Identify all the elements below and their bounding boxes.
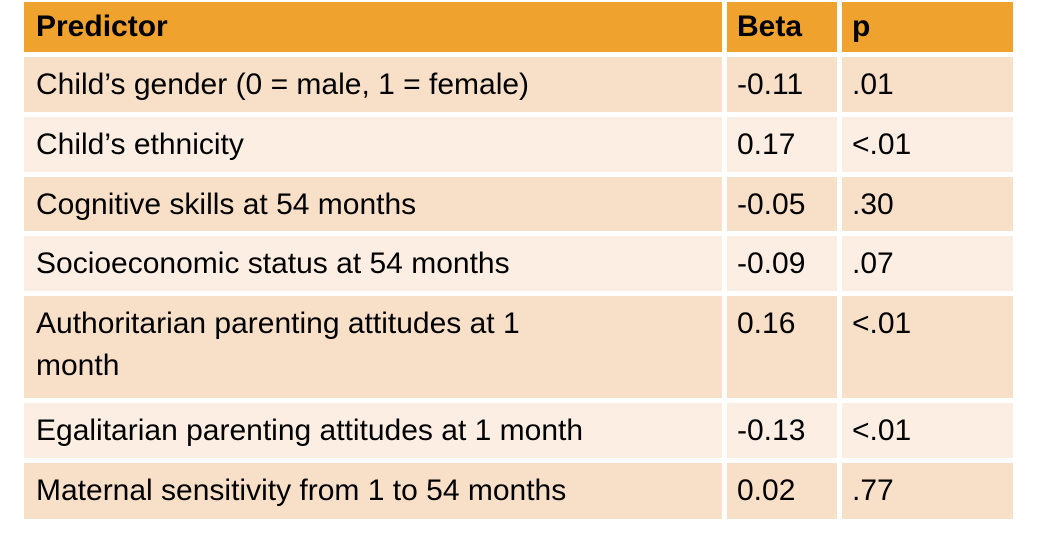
row-1-p-value: <.01 [852,128,912,161]
row-5-predictor-text: Egalitarian parenting attitudes at 1 mon… [36,414,584,447]
row-2-beta-cell: -0.05 [727,177,837,231]
row-1-beta-cell: 0.17 [727,117,837,172]
row-0-predictor-text: Child’s gender (0 = male, 1 = female) [36,68,530,101]
row-6-p-value: .77 [852,474,894,507]
row-6-predictor-cell: Maternal sensitivity from 1 to 54 months [24,463,722,519]
row-3-beta-cell: -0.09 [727,236,837,291]
row-2-beta-value: -0.05 [737,188,806,221]
row-1-predictor-cell: Child’s ethnicity [24,117,722,172]
row-1-p-cell: <.01 [842,117,1013,172]
header-cell-p: p [842,2,1013,52]
row-4-beta-value: 0.16 [737,307,796,340]
row-4-predictor-cell: Authoritarian parenting attitudes at 1 m… [24,296,722,398]
row-4-predictor-text: Authoritarian parenting attitudes at 1 m… [36,307,520,382]
row-3-p-value: .07 [852,247,894,280]
header-predictor-label: Predictor [36,10,168,43]
header-cell-predictor: Predictor [24,2,722,52]
row-3-predictor-text: Socioeconomic status at 54 months [36,247,510,280]
header-beta-label: Beta [737,10,803,43]
row-6-p-cell: .77 [842,463,1013,519]
row-6-predictor-text: Maternal sensitivity from 1 to 54 months [36,474,567,507]
row-4-p-cell: <.01 [842,296,1013,398]
row-5-p-value: <.01 [852,414,912,447]
row-2-predictor-text: Cognitive skills at 54 months [36,188,417,221]
row-5-p-cell: <.01 [842,403,1013,458]
row-5-predictor-cell: Egalitarian parenting attitudes at 1 mon… [24,403,722,458]
row-2-p-value: .30 [852,188,894,221]
row-2-predictor-cell: Cognitive skills at 54 months [24,177,722,231]
row-3-p-cell: .07 [842,236,1013,291]
row-0-beta-value: -0.11 [737,68,804,101]
row-0-predictor-cell: Child’s gender (0 = male, 1 = female) [24,57,722,112]
row-4-beta-cell: 0.16 [727,296,837,398]
row-6-beta-cell: 0.02 [727,463,837,519]
header-p-label: p [852,10,871,43]
row-0-p-cell: .01 [842,57,1013,112]
row-1-beta-value: 0.17 [737,128,796,161]
header-cell-beta: Beta [727,2,837,52]
row-0-beta-cell: -0.11 [727,57,837,112]
row-4-p-value: <.01 [852,307,912,340]
regression-results-table: Predictor Beta p Child’s gender (0 = mal… [24,2,1013,519]
row-5-beta-value: -0.13 [737,414,806,447]
row-1-predictor-text: Child’s ethnicity [36,128,244,161]
row-6-beta-value: 0.02 [737,474,796,507]
row-5-beta-cell: -0.13 [727,403,837,458]
row-2-p-cell: .30 [842,177,1013,231]
row-3-beta-value: -0.09 [737,247,806,280]
row-0-p-value: .01 [852,68,894,101]
row-3-predictor-cell: Socioeconomic status at 54 months [24,236,722,291]
